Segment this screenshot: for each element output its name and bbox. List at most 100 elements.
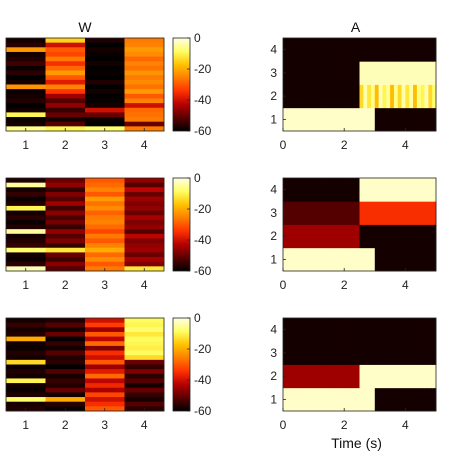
heatmap-cell (397, 318, 402, 342)
heatmap-cell (359, 341, 364, 365)
heatmap-cell (409, 84, 414, 109)
y-tick-label: 2 (270, 369, 277, 383)
heatmap-cell (359, 107, 364, 132)
heatmap-cell (344, 38, 349, 62)
heatmap-cell (336, 178, 341, 202)
heatmap-cell (359, 247, 364, 272)
axes-frame (282, 37, 437, 132)
heatmap-cell (393, 61, 399, 85)
heatmap-cell (432, 247, 437, 272)
heatmap-cell (321, 318, 326, 342)
heatmap-cell (302, 341, 307, 365)
heatmap-cell (382, 318, 387, 342)
heatmap-cell (348, 247, 353, 272)
heatmap-cell (313, 84, 318, 109)
heatmap-cell (45, 107, 86, 113)
heatmap-cell (124, 121, 165, 127)
heatmap-cell (374, 387, 380, 412)
heatmap-cell (386, 224, 391, 249)
heatmap-cell (124, 215, 165, 221)
heatmap-cell (428, 341, 433, 365)
x-tick-label: 4 (141, 418, 148, 432)
heatmap-cell (378, 318, 383, 342)
heatmap-cell (321, 247, 326, 272)
heatmap-cell (378, 387, 383, 412)
heatmap-cell (405, 201, 410, 225)
heatmap-cell (428, 247, 433, 272)
heatmap-cell (413, 364, 418, 389)
heatmap-cell (302, 38, 307, 62)
x-tick-label: 0 (280, 138, 287, 152)
heatmap-cell (344, 247, 349, 272)
heatmap-cell (124, 350, 165, 356)
heatmap-cell (401, 38, 406, 62)
heatmap-cell (325, 341, 330, 365)
heatmap-cell (328, 201, 334, 225)
heatmap-cell (367, 84, 372, 109)
heatmap-cell (382, 224, 387, 249)
heatmap-cell (378, 201, 383, 225)
heatmap-cell (332, 201, 337, 225)
heatmap-cell (6, 117, 46, 123)
heatmap-cell (420, 387, 425, 412)
heatmap-cell (397, 107, 402, 132)
heatmap-cell (382, 84, 387, 109)
heatmap-cell (124, 98, 165, 104)
heatmap-cell (409, 247, 414, 272)
heatmap-cell (355, 247, 360, 272)
heatmap-cell (305, 84, 311, 109)
heatmap-cell (317, 247, 322, 272)
heatmap-cell (124, 38, 165, 44)
x-tick-label: 4 (402, 278, 409, 292)
heatmap-cell (416, 201, 422, 225)
heatmap-cell (298, 318, 303, 342)
heatmap-cell (401, 201, 406, 225)
heatmap-cell (382, 387, 387, 412)
heatmap-cell (124, 210, 165, 216)
heatmap-cell (370, 341, 376, 365)
heatmap-cell (382, 364, 387, 389)
heatmap-cell (325, 61, 330, 85)
heatmap-cell (294, 224, 299, 249)
x-tick-label: 4 (141, 138, 148, 152)
heatmap-cell (6, 121, 46, 127)
heatmap-cell (393, 84, 399, 109)
heatmap-cell (420, 364, 425, 389)
heatmap-cell (382, 178, 387, 202)
heatmap-cell (85, 215, 125, 221)
heatmap-cell (367, 178, 372, 202)
heatmap-cell (302, 201, 307, 225)
heatmap-cell (45, 215, 86, 221)
heatmap-cell (45, 79, 86, 85)
heatmap-cell (313, 247, 318, 272)
heatmap-cell (344, 107, 349, 132)
heatmap-cell (85, 392, 125, 398)
heatmap-cell (45, 257, 86, 263)
heatmap-cell (124, 397, 165, 403)
heatmap-cell (424, 107, 429, 132)
heatmap-cell (355, 341, 360, 365)
heatmap-cell (124, 331, 165, 337)
heatmap-cell (432, 387, 437, 412)
heatmap-cell (85, 89, 125, 95)
heatmap-cell (309, 201, 314, 225)
heatmap-cell (359, 38, 364, 62)
heatmap-cell (374, 247, 380, 272)
heatmap-cell (344, 364, 349, 389)
heatmap-cell (6, 196, 46, 202)
colorbar-tick-label: 0 (194, 31, 201, 45)
x-tick-label: 2 (62, 418, 69, 432)
heatmap-cell (340, 38, 345, 62)
x-tick-label: 1 (22, 418, 29, 432)
heatmap-cell (405, 318, 410, 342)
heatmap-cell (370, 84, 376, 109)
heatmap-cell (363, 38, 368, 62)
heatmap-cell (45, 355, 86, 361)
heatmap-cell (393, 224, 399, 249)
heatmap-cell (409, 318, 414, 342)
y-tick-label: 3 (270, 206, 277, 220)
heatmap-cell (45, 336, 86, 342)
heatmap-cell (85, 201, 125, 207)
heatmap-cell (302, 364, 307, 389)
heatmap-cell (370, 201, 376, 225)
